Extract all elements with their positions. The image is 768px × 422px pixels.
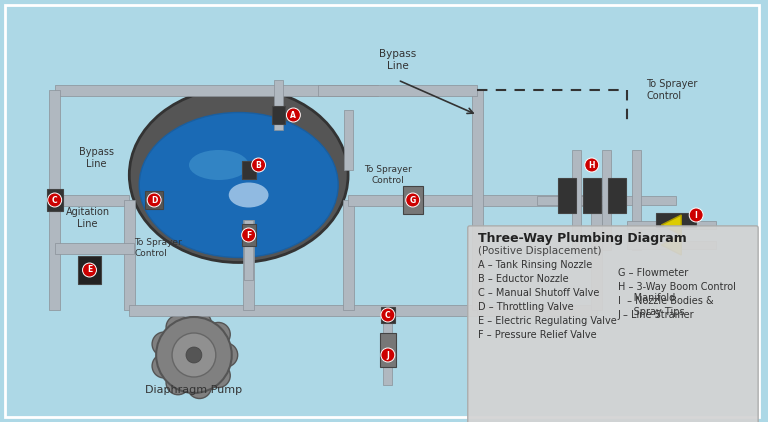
Text: I: I [695, 211, 697, 219]
Text: J: J [386, 351, 389, 360]
Circle shape [187, 374, 211, 398]
Text: To Sprayer
Control: To Sprayer Control [134, 238, 182, 258]
Bar [627, 241, 716, 249]
Circle shape [187, 311, 211, 335]
Bar [343, 200, 353, 310]
Text: Diaphragm Pump: Diaphragm Pump [145, 385, 243, 395]
Text: H: H [588, 160, 595, 170]
Circle shape [82, 263, 97, 277]
Bar [607, 178, 626, 213]
FancyBboxPatch shape [468, 226, 758, 422]
Bar [558, 178, 576, 213]
Text: To Sprayer
Control: To Sprayer Control [364, 165, 412, 185]
Circle shape [152, 354, 176, 378]
Circle shape [584, 158, 599, 172]
Circle shape [152, 332, 176, 356]
Bar [343, 110, 353, 170]
Bar [318, 84, 478, 95]
Text: E: E [87, 265, 92, 274]
Bar [244, 220, 253, 280]
Text: C – Manual Shutoff Valve: C – Manual Shutoff Valve [478, 288, 599, 298]
Ellipse shape [229, 182, 269, 208]
Bar [602, 150, 611, 250]
Bar [478, 305, 597, 316]
Bar [657, 213, 696, 227]
Circle shape [286, 108, 300, 122]
Bar [591, 200, 602, 310]
Text: E – Electric Regulating Valve: E – Electric Regulating Valve [478, 316, 617, 326]
Circle shape [156, 317, 232, 393]
Circle shape [147, 193, 161, 207]
Text: A – Tank Rinsing Nozzle: A – Tank Rinsing Nozzle [478, 260, 592, 270]
Text: D: D [151, 195, 157, 205]
Text: (Positive Displacement): (Positive Displacement) [478, 246, 601, 256]
Bar [243, 220, 254, 310]
Circle shape [689, 208, 703, 222]
Circle shape [381, 348, 395, 362]
Bar [49, 90, 60, 310]
Text: B: B [256, 160, 261, 170]
Ellipse shape [139, 113, 338, 257]
Text: I  – Nozzle Bodies &
     Spray Tips: I – Nozzle Bodies & Spray Tips [618, 296, 713, 317]
Bar [47, 189, 63, 211]
Bar [129, 305, 478, 316]
Bar [145, 191, 163, 209]
Circle shape [166, 315, 190, 339]
Circle shape [207, 322, 230, 346]
Circle shape [207, 364, 230, 387]
Text: A: A [290, 111, 296, 119]
Text: Bypass
Line: Bypass Line [79, 147, 114, 169]
Text: To Sprayer
Control: To Sprayer Control [647, 79, 698, 101]
Bar [55, 195, 129, 206]
Circle shape [252, 158, 266, 172]
Circle shape [48, 193, 61, 207]
Circle shape [406, 193, 419, 207]
Bar [380, 333, 396, 367]
Bar [348, 195, 597, 206]
Text: G – Flowmeter: G – Flowmeter [618, 268, 688, 278]
Text: H – 3-Way Boom Control
     Manifold: H – 3-Way Boom Control Manifold [618, 282, 736, 303]
Circle shape [166, 371, 190, 395]
Ellipse shape [189, 150, 249, 180]
Circle shape [214, 343, 237, 367]
Text: Three-Way Plumbing Diagram: Three-Way Plumbing Diagram [478, 232, 687, 245]
Polygon shape [661, 235, 681, 255]
Bar [78, 256, 101, 284]
Circle shape [242, 228, 256, 242]
Bar [55, 243, 134, 254]
Bar [242, 224, 256, 246]
Bar [242, 161, 256, 179]
Text: D – Throttling Valve: D – Throttling Valve [478, 302, 574, 312]
Bar [572, 150, 581, 250]
Text: G: G [409, 195, 415, 205]
Bar [402, 186, 422, 214]
Circle shape [381, 308, 395, 322]
Bar [274, 80, 283, 130]
Text: C: C [385, 311, 391, 319]
Bar [124, 200, 134, 310]
Bar [472, 90, 483, 310]
Bar [381, 307, 395, 323]
Bar [583, 178, 601, 213]
Circle shape [172, 333, 216, 377]
Text: B – Eductor Nozzle: B – Eductor Nozzle [478, 274, 568, 284]
Text: Agitation
Line: Agitation Line [65, 207, 110, 229]
Bar [537, 195, 677, 205]
Ellipse shape [129, 87, 348, 262]
Text: F – Pressure Relief Valve: F – Pressure Relief Valve [478, 330, 596, 340]
Circle shape [186, 347, 202, 363]
Bar [55, 84, 378, 95]
Bar [627, 221, 716, 229]
Bar [383, 310, 392, 385]
Text: Bypass
Line: Bypass Line [379, 49, 416, 71]
Text: F: F [246, 230, 251, 240]
Polygon shape [661, 215, 681, 235]
Bar [272, 106, 286, 124]
Text: C: C [52, 195, 58, 205]
Text: J – Line Strainer: J – Line Strainer [618, 310, 694, 320]
Bar [632, 150, 641, 250]
